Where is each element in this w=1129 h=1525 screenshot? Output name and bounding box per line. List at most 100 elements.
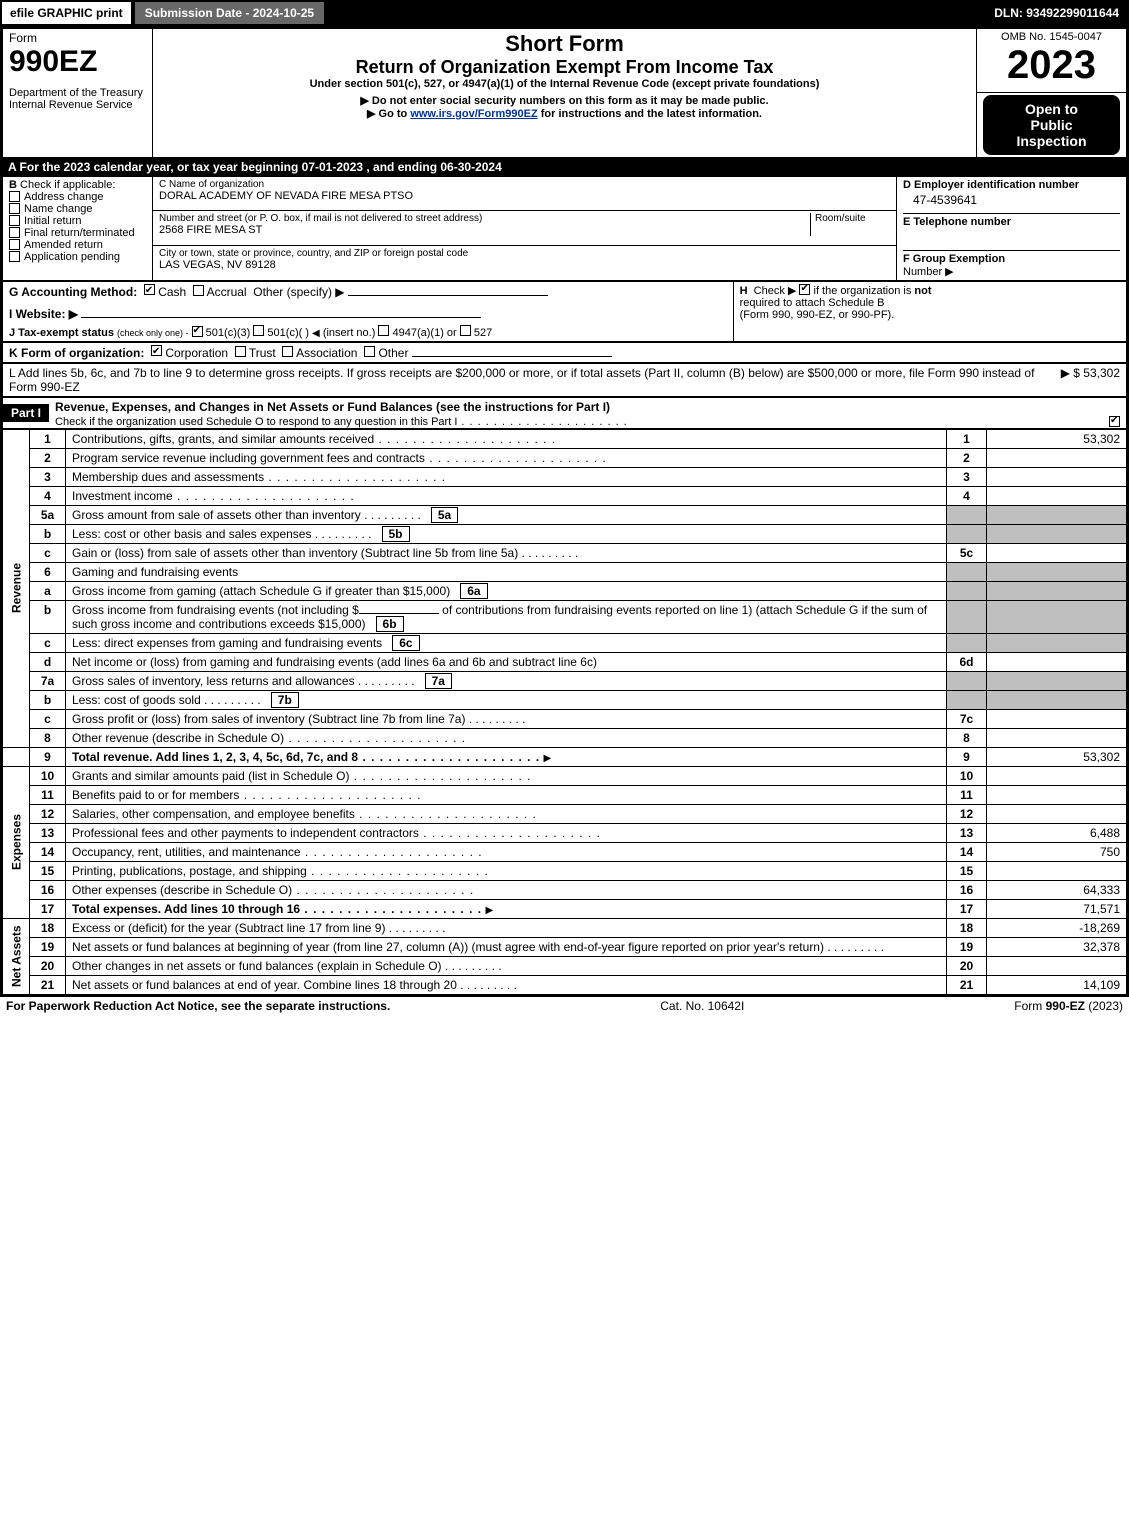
l7c-r: 7c — [947, 709, 987, 728]
l10-a — [987, 766, 1127, 785]
k-assoc: Association — [296, 346, 357, 360]
irs-label: Internal Revenue Service — [9, 99, 146, 111]
l15-a — [987, 861, 1127, 880]
l6b-t1: Gross income from fundraising events (no… — [72, 603, 359, 617]
l6a-t: Gross income from gaming (attach Schedul… — [72, 584, 450, 598]
l2-t: Program service revenue including govern… — [66, 448, 947, 467]
l19-n: 19 — [30, 937, 66, 956]
j-501c-check[interactable] — [253, 325, 264, 336]
l-amount: ▶ $ 53,302 — [1061, 366, 1120, 394]
tax-year: 2023 — [983, 43, 1120, 88]
note2-pre: ▶ Go to — [367, 108, 410, 120]
top-bar: efile GRAPHIC print Submission Date - 20… — [0, 0, 1129, 26]
l15-n: 15 — [30, 861, 66, 880]
k-trust: Trust — [249, 346, 276, 360]
efile-print-link[interactable]: efile GRAPHIC print — [0, 0, 133, 26]
g-cash-check[interactable] — [144, 284, 155, 295]
k-other-check[interactable] — [364, 346, 375, 357]
l7b-n: b — [30, 690, 66, 709]
l15-r: 15 — [947, 861, 987, 880]
k-assoc-check[interactable] — [282, 346, 293, 357]
k-corp-check[interactable] — [151, 345, 162, 356]
l8-a — [987, 728, 1127, 747]
form-number: 990EZ — [9, 45, 146, 79]
l12-r: 12 — [947, 804, 987, 823]
l17-n: 17 — [30, 899, 66, 918]
l19-t: Net assets or fund balances at beginning… — [66, 937, 947, 956]
l7b-s: 7b — [271, 692, 299, 708]
h-t2: if the organization is — [814, 285, 915, 297]
org-city: LAS VEGAS, NV 89128 — [159, 259, 890, 271]
l20-r: 20 — [947, 956, 987, 975]
l21-n: 21 — [30, 975, 66, 994]
g-cash: Cash — [158, 285, 186, 299]
footer-mid: Cat. No. 10642I — [660, 999, 744, 1013]
k-corp: Corporation — [165, 346, 228, 360]
j-501c3-check[interactable] — [192, 326, 203, 337]
l6c-s: 6c — [392, 635, 419, 651]
h-label: H — [740, 285, 748, 297]
l17-t: Total expenses. Add lines 10 through 16 — [72, 902, 482, 916]
l6d-r: 6d — [947, 652, 987, 671]
opt-amended-return[interactable]: Amended return — [9, 239, 146, 251]
open3: Inspection — [989, 133, 1114, 149]
part-i-checkbox[interactable] — [1109, 416, 1120, 427]
opt-initial-return[interactable]: Initial return — [9, 215, 146, 227]
l7b-t: Less: cost of goods sold — [72, 693, 261, 707]
l7c-n: c — [30, 709, 66, 728]
d-label: D Employer identification number — [903, 179, 1120, 191]
opt-address-change[interactable]: Address change — [9, 191, 146, 203]
l12-a — [987, 804, 1127, 823]
l21-a: 14,109 — [987, 975, 1127, 994]
expenses-label: Expenses — [3, 766, 30, 918]
j-4947-check[interactable] — [378, 325, 389, 336]
netassets-label: Net Assets — [3, 918, 30, 994]
l14-t: Occupancy, rent, utilities, and maintena… — [66, 842, 947, 861]
l9-t: Total revenue. Add lines 1, 2, 3, 4, 5c,… — [72, 750, 540, 764]
j-4947: 4947(a)(1) or — [393, 327, 457, 339]
l6-t: Gaming and fundraising events — [66, 562, 947, 581]
l6d-a — [987, 652, 1127, 671]
l13-r: 13 — [947, 823, 987, 842]
opt-name-change[interactable]: Name change — [9, 203, 146, 215]
l-text: L Add lines 5b, 6c, and 7b to line 9 to … — [9, 366, 1061, 394]
header-grid: Form 990EZ Department of the Treasury In… — [2, 28, 1127, 158]
l6-n: 6 — [30, 562, 66, 581]
l14-n: 14 — [30, 842, 66, 861]
form-container: Form 990EZ Department of the Treasury In… — [0, 26, 1129, 997]
info-grid: B Check if applicable: Address change Na… — [2, 176, 1127, 281]
opt-application-pending[interactable]: Application pending — [9, 251, 146, 263]
l11-t: Benefits paid to or for members — [66, 785, 947, 804]
k-trust-check[interactable] — [235, 346, 246, 357]
e-label: E Telephone number — [903, 213, 1120, 228]
l13-a: 6,488 — [987, 823, 1127, 842]
opt-final-return[interactable]: Final return/terminated — [9, 227, 146, 239]
h-check: Check ▶ — [754, 285, 797, 297]
h-checkbox[interactable] — [799, 284, 810, 295]
footer: For Paperwork Reduction Act Notice, see … — [0, 997, 1129, 1015]
l2-a — [987, 448, 1127, 467]
l7a-n: 7a — [30, 671, 66, 690]
footer-left: For Paperwork Reduction Act Notice, see … — [6, 999, 390, 1013]
g-accrual-check[interactable] — [193, 285, 204, 296]
i-label: I Website: ▶ — [9, 307, 78, 321]
l16-a: 64,333 — [987, 880, 1127, 899]
l20-t: Other changes in net assets or fund bala… — [66, 956, 947, 975]
b-label: B — [9, 179, 17, 191]
j-527-check[interactable] — [460, 325, 471, 336]
g-label: G Accounting Method: — [9, 285, 137, 299]
l11-r: 11 — [947, 785, 987, 804]
l6b-s: 6b — [376, 616, 404, 632]
l10-r: 10 — [947, 766, 987, 785]
part-i-check: Check if the organization used Schedule … — [55, 416, 1109, 428]
irs-link[interactable]: www.irs.gov/Form990EZ — [410, 108, 537, 120]
part-i-title: Revenue, Expenses, and Changes in Net As… — [49, 398, 1126, 416]
l5b-s: 5b — [382, 526, 410, 542]
l3-n: 3 — [30, 467, 66, 486]
j-label: J Tax-exempt status — [9, 327, 114, 339]
h-t4: (Form 990, 990-EZ, or 990-PF). — [740, 309, 895, 321]
l6c-n: c — [30, 633, 66, 652]
l10-n: 10 — [30, 766, 66, 785]
l5c-r: 5c — [947, 543, 987, 562]
l9-a: 53,302 — [987, 747, 1127, 766]
